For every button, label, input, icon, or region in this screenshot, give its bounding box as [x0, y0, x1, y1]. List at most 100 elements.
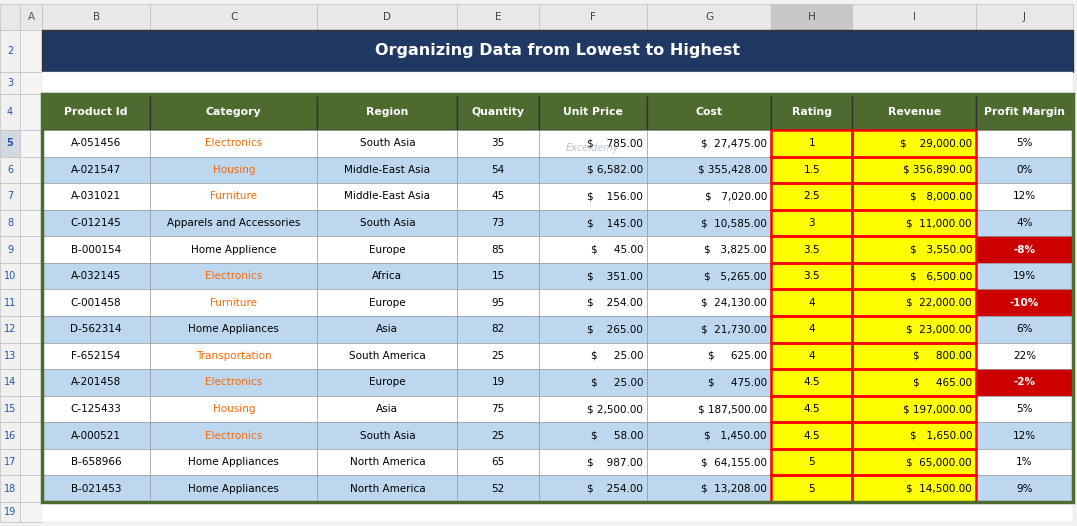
- Text: $  65,000.00: $ 65,000.00: [907, 457, 973, 467]
- Text: South Asia: South Asia: [360, 431, 416, 441]
- Bar: [0, 422, 20, 449]
- Bar: [647, 316, 771, 342]
- Text: 25: 25: [491, 431, 505, 441]
- Text: $ 197,000.00: $ 197,000.00: [904, 404, 973, 414]
- Bar: [852, 342, 976, 369]
- Bar: [647, 236, 771, 263]
- Bar: [852, 157, 976, 183]
- Bar: [318, 130, 458, 157]
- Bar: [852, 289, 976, 316]
- Bar: [42, 316, 151, 342]
- Text: A-000521: A-000521: [71, 431, 121, 441]
- Bar: [538, 210, 647, 236]
- Text: 3.5: 3.5: [803, 245, 820, 255]
- Bar: [538, 316, 647, 342]
- Text: Product Id: Product Id: [65, 107, 128, 117]
- Bar: [458, 210, 538, 236]
- Bar: [647, 449, 771, 476]
- Bar: [42, 476, 151, 502]
- Bar: [771, 396, 852, 422]
- Text: 10: 10: [4, 271, 16, 281]
- Text: $   7,020.00: $ 7,020.00: [704, 191, 767, 201]
- Bar: [151, 157, 318, 183]
- Text: Region: Region: [366, 107, 408, 117]
- Bar: [20, 157, 42, 183]
- Text: -10%: -10%: [1010, 298, 1039, 308]
- Text: $   1,650.00: $ 1,650.00: [910, 431, 973, 441]
- Bar: [151, 396, 318, 422]
- Bar: [852, 449, 976, 476]
- Bar: [852, 236, 976, 263]
- Bar: [458, 422, 538, 449]
- Bar: [0, 289, 20, 316]
- Bar: [151, 289, 318, 316]
- Text: B-658966: B-658966: [71, 457, 122, 467]
- Text: $  21,730.00: $ 21,730.00: [701, 325, 767, 335]
- Bar: [771, 316, 852, 342]
- Bar: [771, 210, 852, 236]
- Text: $ 355,428.00: $ 355,428.00: [698, 165, 767, 175]
- Text: 6: 6: [6, 165, 13, 175]
- Bar: [20, 183, 42, 210]
- Bar: [0, 4, 20, 30]
- Bar: [151, 342, 318, 369]
- Text: 15: 15: [491, 271, 505, 281]
- Bar: [852, 210, 976, 236]
- Bar: [771, 236, 852, 263]
- Bar: [647, 396, 771, 422]
- Text: 12: 12: [4, 325, 16, 335]
- Bar: [852, 316, 976, 342]
- Bar: [458, 263, 538, 289]
- Bar: [852, 316, 976, 342]
- Bar: [647, 289, 771, 316]
- Text: 4.5: 4.5: [803, 378, 820, 388]
- Text: 1.5: 1.5: [803, 165, 820, 175]
- Bar: [42, 263, 151, 289]
- Text: 16: 16: [4, 431, 16, 441]
- Text: 19: 19: [4, 507, 16, 517]
- Text: 6%: 6%: [1017, 325, 1033, 335]
- Bar: [42, 422, 151, 449]
- Text: 14: 14: [4, 378, 16, 388]
- Text: Profit Margin: Profit Margin: [984, 107, 1065, 117]
- Bar: [0, 236, 20, 263]
- Bar: [42, 502, 1073, 522]
- Text: $    254.00: $ 254.00: [587, 298, 643, 308]
- Bar: [771, 157, 852, 183]
- Bar: [852, 449, 976, 476]
- Text: Asia: Asia: [376, 404, 398, 414]
- Bar: [0, 502, 20, 522]
- Bar: [538, 422, 647, 449]
- Bar: [151, 183, 318, 210]
- Bar: [318, 476, 458, 502]
- Bar: [771, 422, 852, 449]
- Text: $   5,265.00: $ 5,265.00: [704, 271, 767, 281]
- Bar: [151, 369, 318, 396]
- Text: 3.5: 3.5: [803, 271, 820, 281]
- Bar: [771, 183, 852, 210]
- Bar: [852, 183, 976, 210]
- Text: 9: 9: [6, 245, 13, 255]
- Text: 7: 7: [6, 191, 13, 201]
- Bar: [151, 263, 318, 289]
- Bar: [0, 157, 20, 183]
- Text: Revenue: Revenue: [887, 107, 941, 117]
- Bar: [20, 476, 42, 502]
- Text: South America: South America: [349, 351, 425, 361]
- Text: F: F: [590, 12, 596, 22]
- Bar: [318, 4, 458, 30]
- Bar: [458, 449, 538, 476]
- Text: Apparels and Accessories: Apparels and Accessories: [167, 218, 300, 228]
- Text: J: J: [1023, 12, 1026, 22]
- Bar: [42, 396, 151, 422]
- Text: $  24,130.00: $ 24,130.00: [701, 298, 767, 308]
- Bar: [976, 4, 1073, 30]
- Text: $     465.00: $ 465.00: [913, 378, 973, 388]
- Bar: [647, 369, 771, 396]
- Bar: [771, 342, 852, 369]
- Bar: [771, 236, 852, 263]
- Bar: [976, 94, 1073, 130]
- Bar: [20, 449, 42, 476]
- Text: Middle-East Asia: Middle-East Asia: [345, 165, 431, 175]
- Text: 19: 19: [491, 378, 505, 388]
